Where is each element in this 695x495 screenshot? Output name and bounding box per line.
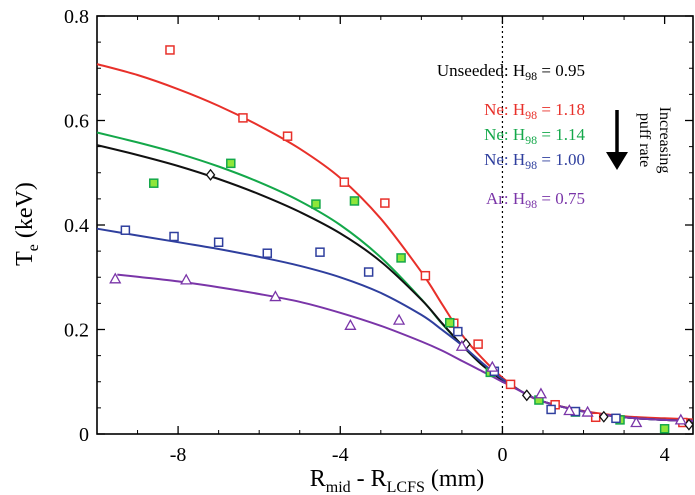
- y-axis-label: Te (keV): [12, 182, 42, 266]
- legend-entry-2: Ne: H98 = 1.14: [484, 125, 585, 147]
- x-tick-label-2: 0: [497, 444, 507, 466]
- legend-entry-3: Ne: H98 = 1.00: [484, 150, 585, 172]
- data-point-s3-8: [546, 404, 556, 415]
- y-tick-label-4: 0.8: [64, 6, 89, 28]
- data-point-s3-5: [363, 267, 374, 277]
- data-point-s1-0: [149, 178, 159, 188]
- data-point-s1-1: [226, 158, 236, 169]
- legend: Unseeded: H98 = 0.95 Ne: H98 = 1.18 Ne: H9…: [437, 61, 586, 211]
- data-point-s1-5: [444, 317, 455, 328]
- y-tick-label-3: 0.6: [64, 111, 89, 133]
- data-point-s4-2: [269, 290, 282, 302]
- data-point-s3-3: [262, 248, 273, 258]
- data-point-s0-4: [380, 198, 390, 208]
- data-point-s1-4: [396, 253, 406, 263]
- data-point-s4-1: [180, 273, 193, 285]
- data-point-s1-2: [311, 199, 321, 209]
- data-point-s3-10: [611, 413, 621, 424]
- data-point-s4-11: [674, 413, 687, 425]
- arrow-head-icon: [606, 152, 628, 170]
- y-tick-label-1: 0.2: [64, 320, 89, 342]
- x-tick-label-1: -4: [332, 444, 349, 466]
- data-point-s4-7: [534, 387, 548, 399]
- data-point-s3-1: [169, 231, 179, 242]
- data-point-s4-5: [455, 339, 469, 351]
- data-point-s4-6: [486, 360, 499, 372]
- data-points: [109, 45, 694, 434]
- data-point-s0-8: [505, 379, 516, 390]
- data-point-s3-0: [120, 225, 131, 235]
- data-point-s2-2: [521, 389, 532, 402]
- data-point-s0-7: [473, 339, 483, 349]
- legend-entry-1: Ne: H98 = 1.18: [484, 100, 585, 122]
- axis-ticks: -8 -4 0 4 0 0.2 0.4 0.6 0.8: [64, 6, 693, 466]
- x-tick-label-3: 4: [660, 444, 670, 466]
- data-point-s4-9: [581, 405, 594, 417]
- data-point-s3-6: [453, 326, 463, 337]
- plot-frame: [96, 15, 694, 435]
- data-point-s0-2: [282, 131, 293, 141]
- y-tick-label-2: 0.4: [64, 215, 89, 237]
- x-tick-label-0: -8: [170, 444, 187, 466]
- data-point-s0-3: [339, 177, 350, 187]
- data-point-s3-4: [315, 247, 325, 257]
- data-point-s2-0: [205, 168, 216, 181]
- legend-entry-0: Unseeded: H98 = 0.95: [437, 61, 585, 83]
- data-point-s4-10: [630, 416, 643, 428]
- data-point-s4-0: [109, 272, 122, 284]
- fit-curves: [96, 63, 694, 422]
- data-point-s1-3: [349, 196, 360, 206]
- annotation-line2: puff rate: [636, 113, 653, 167]
- data-point-s1-10: [659, 424, 670, 434]
- puff-rate-annotation: Increasing puff rate: [606, 107, 673, 174]
- x-axis-label: Rmid - RLCFS (mm): [310, 466, 484, 495]
- data-point-s0-1: [238, 113, 248, 123]
- legend-entry-4: Ar: H98 = 0.75: [486, 189, 585, 211]
- fit-curve-3: [96, 227, 694, 422]
- data-point-s2-3: [598, 410, 609, 423]
- data-point-s4-3: [344, 318, 357, 330]
- data-point-s2-4: [684, 418, 694, 431]
- data-point-s3-2: [213, 237, 224, 247]
- annotation-line1: Increasing: [656, 107, 673, 174]
- fit-curve-4: [117, 273, 694, 422]
- data-point-s0-10: [590, 412, 601, 423]
- y-tick-label-0: 0: [79, 424, 89, 446]
- fit-curve-0: [96, 63, 694, 421]
- data-point-s4-4: [392, 313, 406, 325]
- data-point-s0-0: [165, 45, 175, 55]
- data-point-s4-8: [563, 404, 576, 416]
- data-point-s0-5: [420, 270, 431, 281]
